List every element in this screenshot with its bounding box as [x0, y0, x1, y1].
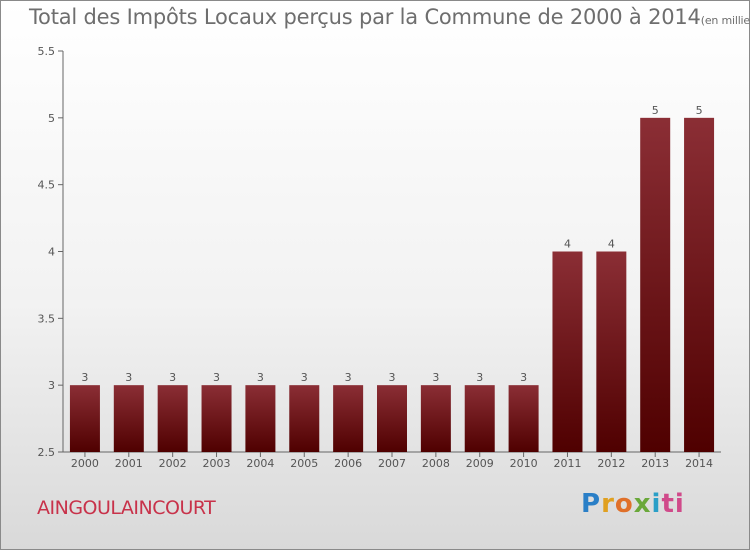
- x-tick-label: 2007: [378, 457, 406, 470]
- bar-2012: [596, 251, 627, 452]
- bar-2000: [69, 385, 100, 452]
- logo-letter: r: [601, 489, 615, 519]
- data-label: 5: [652, 104, 659, 117]
- x-tick-label: 2011: [553, 457, 581, 470]
- logo-letter: P: [581, 489, 602, 519]
- bar-2008: [420, 385, 451, 452]
- data-label: 3: [169, 371, 176, 384]
- x-tick-label: 2013: [641, 457, 669, 470]
- bar-2009: [464, 385, 495, 452]
- y-tick-label: 2.5: [38, 446, 56, 459]
- logo-letter: x: [633, 489, 652, 519]
- y-tick-label: 5.5: [38, 45, 56, 58]
- bar-2007: [377, 385, 407, 452]
- y-tick-label: 3: [48, 379, 55, 392]
- data-label: 3: [301, 371, 308, 384]
- data-label: 3: [213, 371, 220, 384]
- x-tick-label: 2014: [685, 457, 713, 470]
- y-tick-label: 4.5: [38, 179, 56, 192]
- x-tick-label: 2005: [290, 457, 318, 470]
- data-label: 3: [257, 371, 264, 384]
- commune-name: AINGOULAINCOURT: [37, 497, 216, 519]
- bar-2002: [157, 385, 188, 452]
- logo-letter: ti: [661, 489, 685, 519]
- data-label: 3: [345, 371, 352, 384]
- bar-2014: [684, 117, 715, 452]
- logo-letter: o: [614, 489, 634, 519]
- logo-letter: i: [651, 489, 662, 519]
- unit-label: (en milliers d'€): [700, 14, 750, 27]
- x-tick-label: 2001: [115, 457, 143, 470]
- data-label: 3: [520, 371, 527, 384]
- bar-2010: [508, 385, 539, 452]
- x-tick-label: 2012: [597, 457, 625, 470]
- data-label: 3: [125, 371, 132, 384]
- x-tick-label: 2010: [510, 457, 538, 470]
- data-label: 4: [564, 238, 571, 251]
- bar-2005: [289, 385, 320, 452]
- bar-2003: [201, 385, 232, 452]
- x-tick-label: 2000: [71, 457, 99, 470]
- x-tick-label: 2004: [246, 457, 274, 470]
- x-tick-label: 2003: [203, 457, 231, 470]
- title-text: Total des Impôts Locaux perçus par la Co…: [29, 5, 701, 29]
- data-label: 3: [81, 371, 88, 384]
- y-tick-label: 5: [48, 112, 55, 125]
- data-label: 3: [476, 371, 483, 384]
- x-tick-label: 2006: [334, 457, 362, 470]
- x-tick-label: 2009: [466, 457, 494, 470]
- data-label: 5: [696, 104, 703, 117]
- x-tick-label: 2002: [159, 457, 187, 470]
- chart-title: Total des Impôts Locaux perçus par la Co…: [29, 5, 750, 29]
- bar-2004: [245, 385, 276, 452]
- bar-2001: [113, 385, 144, 452]
- y-tick-label: 4: [48, 246, 55, 259]
- bar-2013: [640, 117, 671, 452]
- y-tick-label: 3.5: [38, 312, 56, 325]
- bar-2011: [552, 251, 583, 452]
- x-tick-label: 2008: [422, 457, 450, 470]
- data-label: 4: [608, 238, 615, 251]
- bar-2006: [333, 385, 364, 452]
- data-label: 3: [432, 371, 439, 384]
- proxiti-logo: Proxiti: [581, 489, 685, 519]
- data-label: 3: [389, 371, 396, 384]
